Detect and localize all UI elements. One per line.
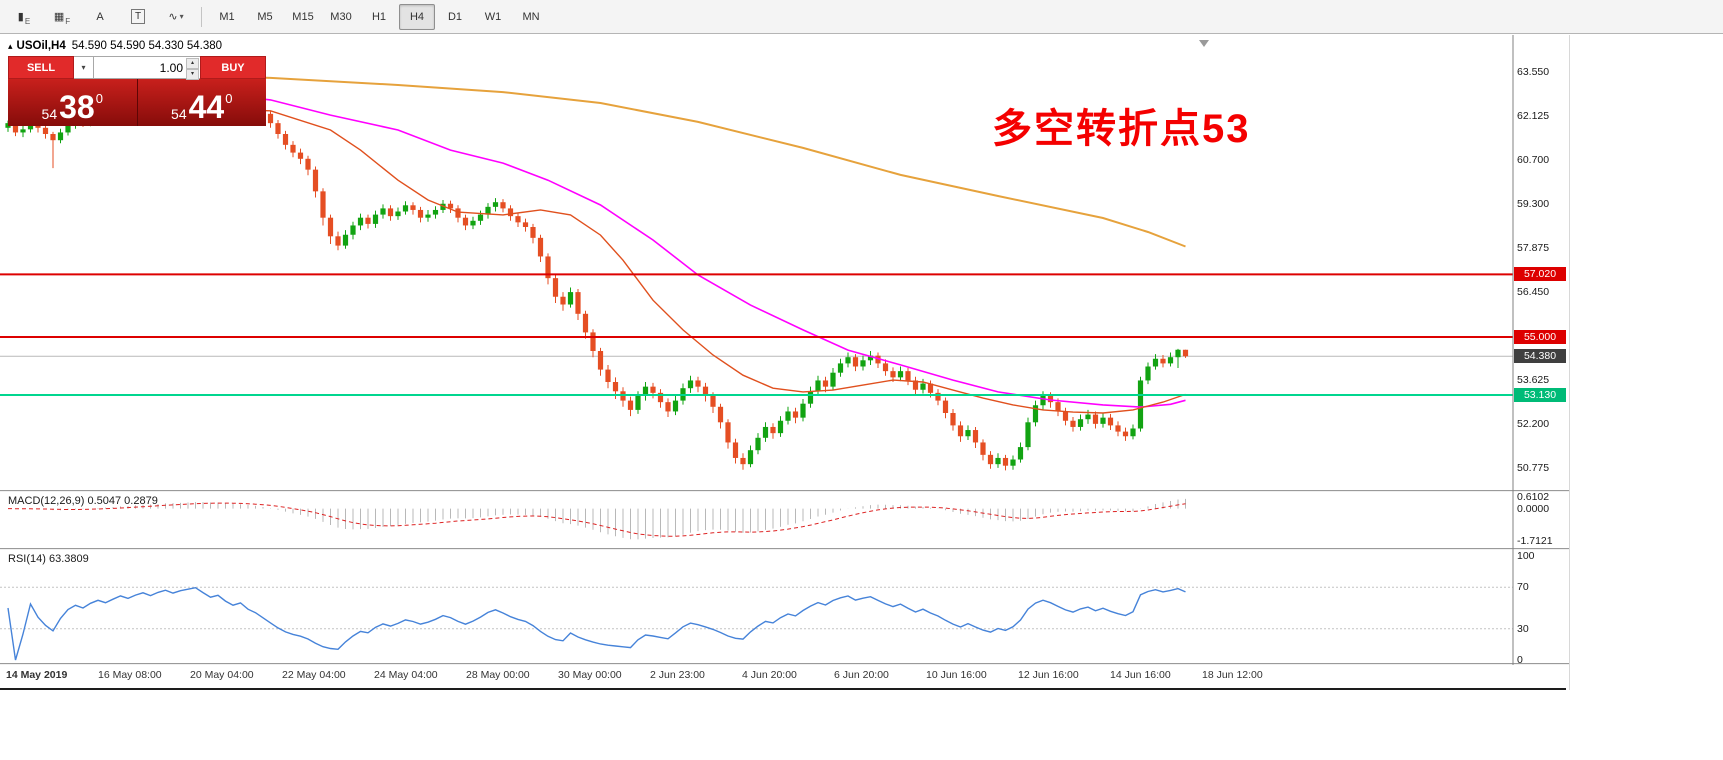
price-badge: 54.380 — [1514, 349, 1566, 364]
rsi-indicator-label: RSI(14) 63.3809 — [8, 553, 89, 565]
time-axis-label: 30 May 00:00 — [558, 669, 622, 681]
price-axis-label: 57.875 — [1517, 241, 1550, 254]
volume-up-button[interactable]: ▴ — [186, 58, 199, 69]
time-axis-label: 28 May 00:00 — [466, 669, 530, 681]
sell-price-tile[interactable]: 54 38 0 — [8, 79, 138, 126]
price-axis-label: 50.775 — [1517, 462, 1550, 475]
timeframe-toolbar: M1 M5 M15 M30 H1 H4 D1 W1 MN — [208, 3, 550, 30]
drawing-toolbar: ▮ E ▦ F A T ∿ ▾ — [5, 4, 195, 30]
rsi-axis-label: 100 — [1517, 550, 1535, 562]
chart-title: ▴ USOil,H4 54.590 54.590 54.330 54.380 — [8, 40, 222, 52]
price-badge: 53.130 — [1514, 388, 1566, 403]
volume-input[interactable] — [94, 57, 200, 78]
timeframe-M15[interactable]: M15 — [292, 10, 314, 23]
price-axis-label: 63.550 — [1517, 66, 1550, 78]
chart-right-border — [1569, 35, 1570, 690]
timeframe-M30[interactable]: M30 — [330, 10, 352, 23]
rsi-axis-label: 0 — [1517, 654, 1523, 666]
timeframe-W1[interactable]: W1 — [484, 10, 502, 23]
time-axis-label: 2 Jun 23:00 — [650, 669, 705, 681]
chart-canvas[interactable] — [0, 35, 1569, 665]
timeframe-MN[interactable]: MN — [522, 10, 540, 23]
grid-icon[interactable]: ▦ F — [53, 11, 71, 26]
buy-price-tile[interactable]: 54 44 0 — [138, 79, 267, 126]
chart-ohlc-values: 54.590 54.590 54.330 54.380 — [71, 40, 223, 52]
time-axis-label: 4 Jun 20:00 — [742, 669, 797, 681]
price-axis-label: 53.625 — [1517, 373, 1550, 386]
price-axis-label: 59.300 — [1517, 197, 1550, 210]
toolbar-separator — [201, 6, 202, 27]
collapse-panel-icon[interactable]: ▴ — [8, 41, 13, 51]
price-axis-label: 52.200 — [1517, 417, 1550, 430]
toolbar: ▮ E ▦ F A T ∿ ▾ M1 M5 M15 M30 H1 H4 D1 W1 MN — [0, 0, 1723, 34]
price-badge: 55.000 — [1514, 330, 1566, 345]
sell-price-prefix: 54 — [41, 106, 58, 122]
dropdown-caret-icon: ▾ — [179, 12, 184, 21]
buy-price-point: 0 — [225, 91, 233, 106]
macd-indicator-label: MACD(12,26,9) 0.5047 0.2879 — [8, 495, 158, 507]
time-axis-label: 22 May 04:00 — [282, 669, 346, 681]
volume-down-button[interactable]: ▾ — [186, 69, 199, 80]
buy-price-prefix: 54 — [171, 106, 187, 122]
time-axis-label: 14 Jun 16:00 — [1110, 669, 1171, 681]
sell-button[interactable]: SELL — [8, 56, 74, 79]
time-axis-label: 12 Jun 16:00 — [1018, 669, 1079, 681]
chevron-down-icon: ▾ — [81, 63, 86, 72]
timeframe-M5[interactable]: M5 — [257, 10, 273, 23]
buy-price-pips: 44 — [188, 88, 225, 125]
sell-price-pips: 38 — [59, 88, 95, 125]
rsi-axis-label: 30 — [1517, 622, 1529, 635]
time-axis-label: 10 Jun 16:00 — [926, 669, 987, 681]
price-badge: 57.020 — [1514, 267, 1566, 282]
macd-axis-label: 0.6102 — [1517, 491, 1550, 504]
polyline-tool-icon[interactable]: ∿ ▾ — [168, 11, 184, 23]
font-icon[interactable]: A — [96, 10, 104, 23]
timeframe-H4[interactable]: H4 — [399, 3, 435, 30]
candlestick-chart-icon[interactable]: ▮ E — [17, 11, 31, 26]
price-axis-label: 62.125 — [1517, 110, 1550, 123]
volume-dropdown-button[interactable]: ▾ — [74, 56, 94, 79]
time-axis-label: 20 May 04:00 — [190, 669, 254, 681]
text-label-icon[interactable]: T — [120, 4, 156, 30]
chart-symbol: USOil,H4 — [16, 40, 66, 52]
buy-button[interactable]: BUY — [200, 56, 266, 79]
timeframe-M1[interactable]: M1 — [219, 10, 235, 23]
time-axis-label: 14 May 2019 — [6, 669, 68, 681]
chart-annotation-text: 多空转折点53 — [992, 107, 1251, 151]
sell-price-point: 0 — [95, 91, 103, 106]
timeframe-H1[interactable]: H1 — [371, 10, 387, 23]
chart-bottom-border — [0, 688, 1566, 690]
volume-stepper: ▴ ▾ — [186, 58, 199, 80]
time-axis-label: 6 Jun 20:00 — [834, 669, 889, 681]
price-axis-label: 56.450 — [1517, 286, 1550, 299]
time-axis-label: 16 May 08:00 — [98, 669, 162, 681]
price-axis-label: 60.700 — [1517, 154, 1550, 167]
timeframe-D1[interactable]: D1 — [447, 10, 463, 23]
time-axis-label: 18 Jun 12:00 — [1202, 669, 1263, 681]
macd-axis-label: 0.0000 — [1517, 502, 1550, 515]
macd-axis-label: -1.7121 — [1517, 535, 1553, 548]
rsi-axis-label: 70 — [1517, 581, 1529, 594]
time-axis-label: 24 May 04:00 — [374, 669, 438, 681]
